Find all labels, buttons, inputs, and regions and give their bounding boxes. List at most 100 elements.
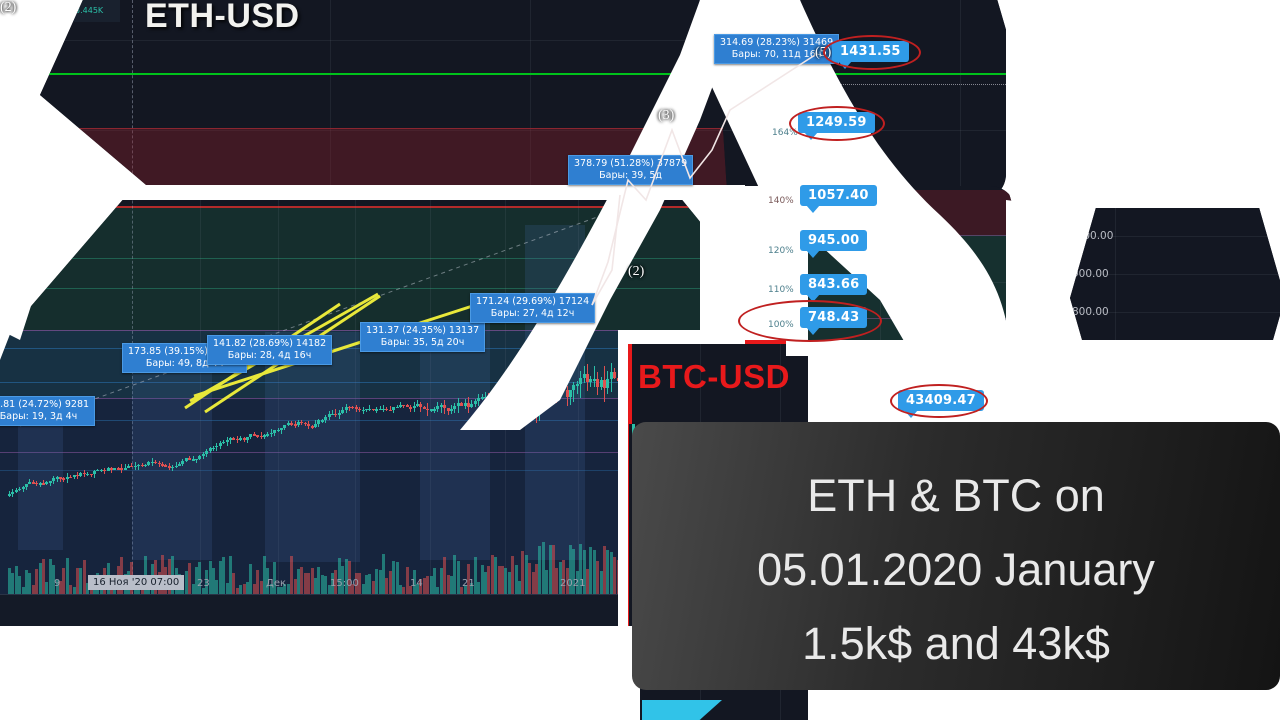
candle xyxy=(433,406,436,414)
volume-bar xyxy=(181,586,185,594)
candle-wick xyxy=(226,436,228,446)
candle-wick xyxy=(230,436,231,444)
volume-bar xyxy=(429,575,433,594)
volume-bar xyxy=(518,581,521,594)
volume-legend-value: 3.445K xyxy=(75,6,104,15)
candle xyxy=(99,469,103,472)
candle xyxy=(215,442,219,451)
candle xyxy=(259,432,263,440)
candle-wick xyxy=(185,457,187,463)
candle xyxy=(446,407,450,415)
candle xyxy=(317,419,321,427)
volume-bar xyxy=(266,568,270,594)
volume-bar xyxy=(229,555,232,594)
volume-bar xyxy=(467,563,470,594)
volume-bar xyxy=(402,587,406,594)
candle xyxy=(303,421,307,427)
candle-wick xyxy=(247,436,248,444)
overlay-line-2: 05.01.2020 January xyxy=(757,544,1155,595)
candle xyxy=(72,474,76,479)
candle-wick xyxy=(274,429,276,437)
candle xyxy=(201,452,205,459)
candle xyxy=(178,462,181,467)
candle-wick xyxy=(233,437,235,440)
candle xyxy=(31,480,35,485)
candle xyxy=(137,463,141,470)
candle xyxy=(290,421,294,427)
candle xyxy=(198,454,202,461)
candle-wick xyxy=(423,406,425,409)
candle xyxy=(320,419,324,424)
candle-wick xyxy=(304,421,306,427)
volume-bar xyxy=(507,572,511,594)
candle-wick xyxy=(440,402,442,413)
volume-bar xyxy=(443,557,447,594)
title-overlay-card xyxy=(632,422,1280,690)
candle-wick xyxy=(223,440,225,444)
measurement-label-5: 378.79 (51.28%) 37879 Бары: 39, 5д xyxy=(568,155,694,185)
candle xyxy=(361,407,365,415)
candle-wick xyxy=(39,482,41,487)
candle-wick xyxy=(114,467,116,471)
candle xyxy=(229,436,232,444)
candle-wick xyxy=(60,476,61,482)
volume-bar xyxy=(395,562,399,594)
candle xyxy=(314,419,317,428)
candle xyxy=(157,460,161,468)
volume-bar xyxy=(76,568,79,594)
volume-bar xyxy=(21,587,25,594)
volume-bar xyxy=(582,549,586,594)
candle xyxy=(375,406,379,414)
candle xyxy=(82,469,86,477)
time-label-3: 15:00 xyxy=(330,578,359,589)
volume-bar xyxy=(569,545,572,594)
volume-bar xyxy=(293,579,297,594)
measurement-main: 173.85 (39.15%) 17385 xyxy=(128,346,242,357)
candle-wick xyxy=(325,414,327,424)
candle-wick xyxy=(294,421,296,429)
candle xyxy=(252,432,256,437)
volume-bar xyxy=(86,583,90,594)
volume-bar xyxy=(409,585,413,594)
candle xyxy=(144,464,147,468)
candle xyxy=(11,488,15,498)
volume-bar xyxy=(484,572,487,594)
candle xyxy=(62,477,66,482)
volume-bar xyxy=(375,568,379,594)
candle xyxy=(409,405,413,412)
candle xyxy=(103,468,107,474)
volume-bar xyxy=(497,565,501,594)
volume-bar xyxy=(358,573,362,594)
candle-wick xyxy=(434,406,435,414)
volume-bar xyxy=(470,583,474,594)
candle xyxy=(232,437,236,440)
volume-bar xyxy=(477,582,481,594)
volume-bar xyxy=(538,546,542,594)
candle xyxy=(450,405,453,415)
volume-bar xyxy=(341,565,345,594)
volume-bar xyxy=(446,575,450,594)
candle-wick xyxy=(182,459,184,467)
candle xyxy=(120,464,124,474)
candle-wick xyxy=(355,404,357,413)
volume-bar xyxy=(361,583,365,594)
volume-bar xyxy=(18,576,22,594)
candle xyxy=(18,486,22,492)
candle xyxy=(154,459,158,465)
measurement-label-3: 131.37 (24.35%) 13137 Бары: 35, 5д 20ч xyxy=(360,322,486,352)
measurement-sub: Бары: 49, 8д 4ч xyxy=(145,358,224,369)
volume-bar xyxy=(392,561,396,594)
volume-bar xyxy=(490,555,494,594)
candle-wick xyxy=(250,433,252,439)
candle xyxy=(256,434,260,439)
volume-bar xyxy=(55,579,59,594)
candle xyxy=(127,464,130,469)
candle xyxy=(365,408,368,413)
volume-bar xyxy=(473,557,477,594)
candle-wick xyxy=(216,442,218,451)
volume-bar xyxy=(572,548,576,594)
candle-wick xyxy=(318,419,320,427)
candle xyxy=(249,433,253,439)
volume-bar xyxy=(79,567,83,594)
volume-bar xyxy=(198,561,202,594)
